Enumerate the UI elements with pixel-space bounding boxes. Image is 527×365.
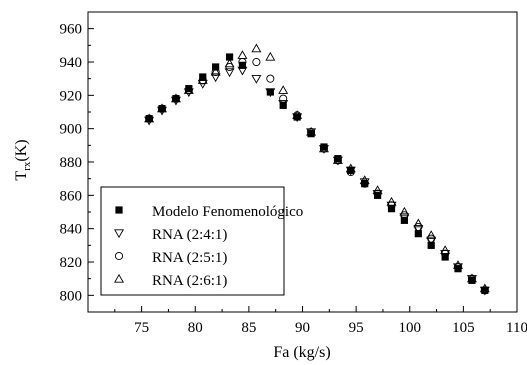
data-point: [481, 286, 489, 294]
data-point: [278, 85, 289, 94]
data-point: [413, 218, 424, 228]
data-point: [320, 143, 328, 151]
y-axis-title: Trx(K): [13, 139, 33, 180]
data-point: [224, 68, 235, 78]
data-point: [210, 66, 221, 76]
data-point: [225, 53, 234, 61]
data-point: [279, 101, 287, 109]
data-point: [399, 206, 410, 216]
data-point: [212, 63, 220, 71]
x-tick-label: 80: [188, 320, 203, 336]
data-point: [238, 61, 247, 69]
legend-symbol-triangle-up: [114, 273, 124, 283]
data-point: [454, 265, 462, 273]
x-axis-ticks: 75 80 85 90 95 100 105 110: [87, 306, 527, 336]
x-tick-label: 95: [349, 320, 364, 336]
x-tick-label: 90: [295, 320, 310, 336]
legend-symbol-filled-square: [115, 206, 123, 214]
y-axis-title-main: T: [13, 171, 30, 181]
y-tick-label: 940: [60, 55, 83, 71]
y-tick-label: 800: [60, 288, 83, 304]
legend-symbol-circle: [114, 251, 124, 261]
data-point: [400, 216, 408, 224]
y-tick-label: 960: [60, 22, 83, 38]
data-point: [172, 95, 180, 103]
data-point: [145, 115, 153, 123]
y-tick-label: 880: [60, 155, 83, 171]
data-point: [468, 276, 476, 284]
data-point: [251, 75, 262, 84]
data-point: [265, 51, 276, 61]
data-point: [237, 50, 248, 59]
data-point: [387, 205, 396, 213]
legend-box: [100, 186, 285, 296]
y-tick-label: 840: [60, 222, 83, 238]
data-point: [426, 236, 437, 246]
data-point: [185, 85, 193, 93]
y-axis-ticks: 800 820 840 860 880 900 920 940 960: [60, 11, 94, 313]
legend-symbols: [114, 206, 124, 283]
data-point: [361, 180, 369, 188]
y-axis-title-unit: (K): [13, 139, 30, 161]
legend: Modelo Fenomenológico RNA (2:4:1) RNA (2…: [100, 186, 303, 296]
data-point: [199, 73, 207, 81]
data-point: [334, 155, 342, 163]
x-axis-title: Fa (kg/s): [273, 344, 330, 361]
data-point: [252, 57, 261, 67]
data-point: [266, 74, 275, 83]
data-markers: [144, 43, 490, 296]
data-point: [413, 225, 424, 234]
x-tick-label: 85: [241, 320, 256, 336]
y-tick-label: 820: [60, 255, 83, 271]
data-point: [427, 241, 435, 249]
data-point: [307, 130, 315, 138]
y-tick-label: 860: [60, 188, 83, 204]
legend-label-modelo: Modelo Fenomenológico: [152, 204, 303, 220]
data-point: [158, 105, 166, 113]
legend-label-rna-251: RNA (2:5:1): [152, 250, 227, 266]
data-point: [347, 166, 355, 174]
legend-label-rna-241: RNA (2:4:1): [152, 227, 227, 243]
y-tick-label: 900: [60, 122, 83, 138]
svg-text:Trx(K): Trx(K): [13, 139, 33, 180]
data-point: [293, 113, 301, 121]
legend-label-rna-261: RNA (2:6:1): [152, 273, 227, 289]
legend-symbol-triangle-down: [114, 229, 124, 239]
data-point: [426, 230, 437, 239]
data-point: [224, 58, 235, 68]
y-axis-title-subscript: rx: [21, 161, 33, 171]
data-point: [210, 73, 221, 83]
x-tick-label: 100: [399, 320, 422, 336]
data-point: [414, 230, 422, 238]
data-point: [251, 43, 262, 53]
x-tick-label: 75: [134, 320, 149, 336]
data-point: [441, 253, 449, 261]
x-tick-label: 110: [506, 320, 527, 336]
y-tick-label: 920: [60, 88, 83, 104]
x-tick-label: 105: [452, 320, 475, 336]
data-point: [279, 94, 288, 103]
data-point: [266, 88, 274, 96]
data-point: [373, 191, 382, 199]
